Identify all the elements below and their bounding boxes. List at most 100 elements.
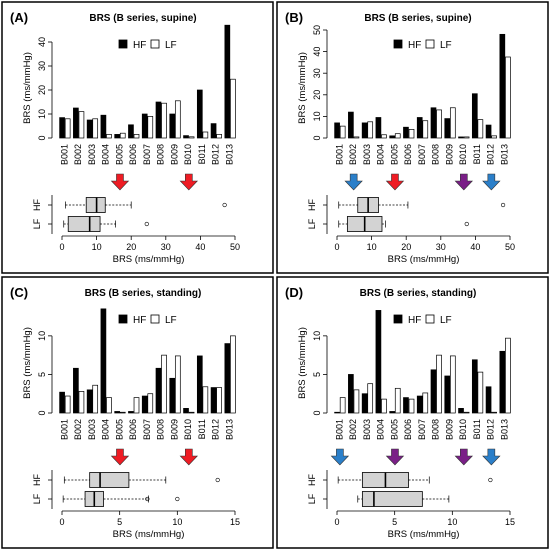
legend-label-lf: LF: [440, 315, 452, 326]
legend-label-hf: HF: [408, 315, 421, 326]
box-row-label: LF: [32, 218, 42, 229]
bar-lf-b002: [353, 389, 360, 414]
bar-lf-b011: [202, 131, 209, 139]
bar-hf-b009: [169, 377, 176, 414]
bar-hf-b005: [389, 135, 396, 139]
legend-label-hf: HF: [133, 315, 146, 326]
x-axis-label: BRS (ms/mmHg): [113, 529, 185, 540]
y-tick-label: 10: [312, 331, 322, 341]
bar-hf-b002: [348, 111, 354, 139]
panel-frame: [1, 276, 274, 549]
x-tick-label: B007: [142, 419, 152, 440]
red-arrow-icon: [179, 173, 199, 191]
x-tick-label: B011: [472, 144, 482, 164]
bar-hf-b007: [416, 117, 423, 139]
bar-hf-b008: [430, 369, 437, 414]
box-row-label: LF: [32, 493, 42, 504]
bar-lf-b002: [78, 391, 85, 414]
bar-hf-b002: [73, 367, 79, 414]
x-tick-label: 50: [505, 242, 515, 252]
outlier-point: [144, 221, 149, 227]
bar-lf-b011: [477, 119, 484, 139]
x-tick-label: B003: [87, 144, 97, 165]
bar-lf-b008: [436, 109, 442, 139]
bar-lf-b012: [216, 387, 222, 414]
bar-lf-b006: [408, 129, 415, 139]
y-axis-label: BRS (ms/mmHg): [297, 327, 308, 399]
x-tick-label: 10: [367, 242, 377, 252]
purple-arrow-icon: [454, 173, 474, 191]
bar-hf-b001: [59, 391, 65, 414]
bar-hf-b001: [334, 122, 340, 139]
box-row-label: HF: [307, 199, 317, 211]
bar-hf-b001: [59, 117, 65, 139]
x-tick-label: B001: [59, 419, 69, 440]
blue-arrow-icon: [330, 448, 350, 466]
outlier-point: [488, 477, 493, 483]
x-tick-label: B001: [334, 144, 344, 165]
x-tick-label: B008: [431, 144, 441, 165]
x-tick-label: B008: [431, 419, 441, 440]
purple-arrow-icon: [385, 448, 405, 466]
red-arrow-icon: [179, 448, 199, 466]
x-tick-label: B013: [224, 144, 234, 165]
bar-hf-b012: [485, 386, 492, 414]
bar-plot: 0 5 10 BRS (ms/mmHg) B001 B002 B003 B004 B005 B00…: [22, 308, 236, 440]
bar-hf-b010: [183, 408, 189, 414]
panel-label: (B): [285, 10, 303, 25]
x-axis-label: BRS (ms/mmHg): [388, 529, 460, 540]
bar-lf-b003: [92, 384, 99, 414]
bar-lf-b013: [230, 78, 236, 139]
bar-lf-b013: [505, 337, 511, 414]
x-tick-label: B010: [183, 144, 193, 165]
x-tick-label: B001: [334, 419, 344, 440]
x-tick-label: 5: [117, 517, 122, 527]
x-tick-label: B002: [348, 144, 358, 165]
panel-label: (D): [285, 285, 303, 300]
bar-lf-b004: [106, 397, 112, 414]
y-axis-label: BRS (ms/mmHg): [22, 52, 33, 124]
x-tick-label: B010: [183, 419, 193, 440]
bar-hf-b005: [114, 134, 121, 139]
outlier-point: [145, 496, 150, 502]
bar-hf-b012: [210, 387, 217, 414]
x-tick-label: B008: [156, 144, 166, 165]
purple-arrow-icon: [454, 448, 474, 466]
bar-hf-b002: [73, 107, 79, 139]
blue-arrow-icon: [482, 173, 501, 191]
bar-hf-b006: [128, 124, 134, 139]
x-tick-label: B006: [403, 419, 413, 440]
bar-hf-b008: [155, 367, 162, 414]
legend-label-lf: LF: [440, 40, 452, 51]
y-tick-label: 0: [37, 135, 47, 140]
panel-label: (A): [10, 10, 28, 25]
x-tick-label: B005: [389, 419, 399, 440]
y-tick-label: 40: [37, 37, 47, 47]
bar-hf-b010: [458, 136, 464, 139]
x-tick-label: 0: [59, 242, 64, 252]
bar-hf-b012: [210, 123, 217, 139]
bar-hf-b005: [114, 411, 121, 414]
x-tick-label: B012: [211, 419, 221, 440]
arrow-markers: [344, 173, 501, 191]
legend-swatch-hf: [118, 314, 128, 324]
panel-4: (D) BRS (B series, standing) HF LF 0 5 10 BRS (…: [276, 276, 549, 549]
arrow-markers: [330, 448, 501, 466]
bar-hf-b002: [348, 374, 354, 414]
x-tick-label: B012: [486, 144, 496, 165]
y-tick-label: 30: [37, 61, 47, 71]
bar-lf-b010: [188, 136, 195, 139]
blue-arrow-icon: [344, 173, 363, 191]
box-lf: [67, 216, 101, 232]
bar-lf-b008: [436, 354, 442, 414]
bar-lf-b009: [449, 355, 456, 414]
x-tick-label: B007: [142, 144, 152, 165]
bar-lf-b005: [394, 133, 401, 139]
bar-hf-b010: [183, 135, 189, 139]
y-tick-label: 0: [312, 410, 322, 415]
bar-hf-b004: [100, 114, 107, 139]
x-tick-label: 15: [230, 517, 240, 527]
y-axis-label: BRS (ms/mmHg): [22, 327, 33, 399]
bar-lf-b010: [188, 411, 195, 414]
